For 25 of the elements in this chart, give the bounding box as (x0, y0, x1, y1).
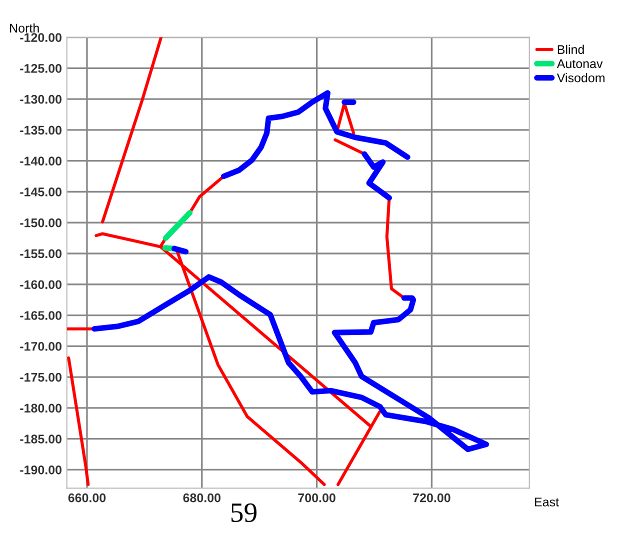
y-tick-label: -150.00 (20, 218, 62, 228)
y-tick-label: -130.00 (20, 94, 62, 104)
x-tick-label: 700.00 (298, 493, 336, 502)
y-tick-label: -190.00 (20, 466, 62, 474)
y-tick-label: -185.00 (20, 434, 62, 444)
x-axis-title: East (535, 498, 559, 506)
y-axis-title: North (10, 23, 39, 33)
x-tick-label: 660.00 (68, 493, 106, 502)
x-tick-label: 680.00 (183, 493, 220, 502)
y-tick-label: -155.00 (20, 249, 62, 258)
x-tick-label: 720.00 (413, 493, 450, 502)
y-tick-label: -170.00 (20, 342, 62, 351)
y-tick-label: -125.00 (20, 64, 62, 73)
y-tick-label: -145.00 (20, 188, 62, 196)
text: 59 (231, 503, 256, 522)
legend-label: Blind (558, 44, 584, 54)
y-tick-label: -160.00 (20, 280, 62, 290)
legend-label: Autonav (556, 59, 603, 68)
y-tick-label: -175.00 (20, 372, 62, 382)
y-tick-label: -135.00 (20, 126, 62, 135)
legend-label: Visodom (556, 73, 604, 82)
y-tick-label: -120.00 (20, 33, 62, 42)
y-tick-label: -165.00 (20, 311, 62, 320)
y-tick-label: -140.00 (20, 156, 62, 166)
y-tick-label: -180.00 (20, 404, 62, 413)
